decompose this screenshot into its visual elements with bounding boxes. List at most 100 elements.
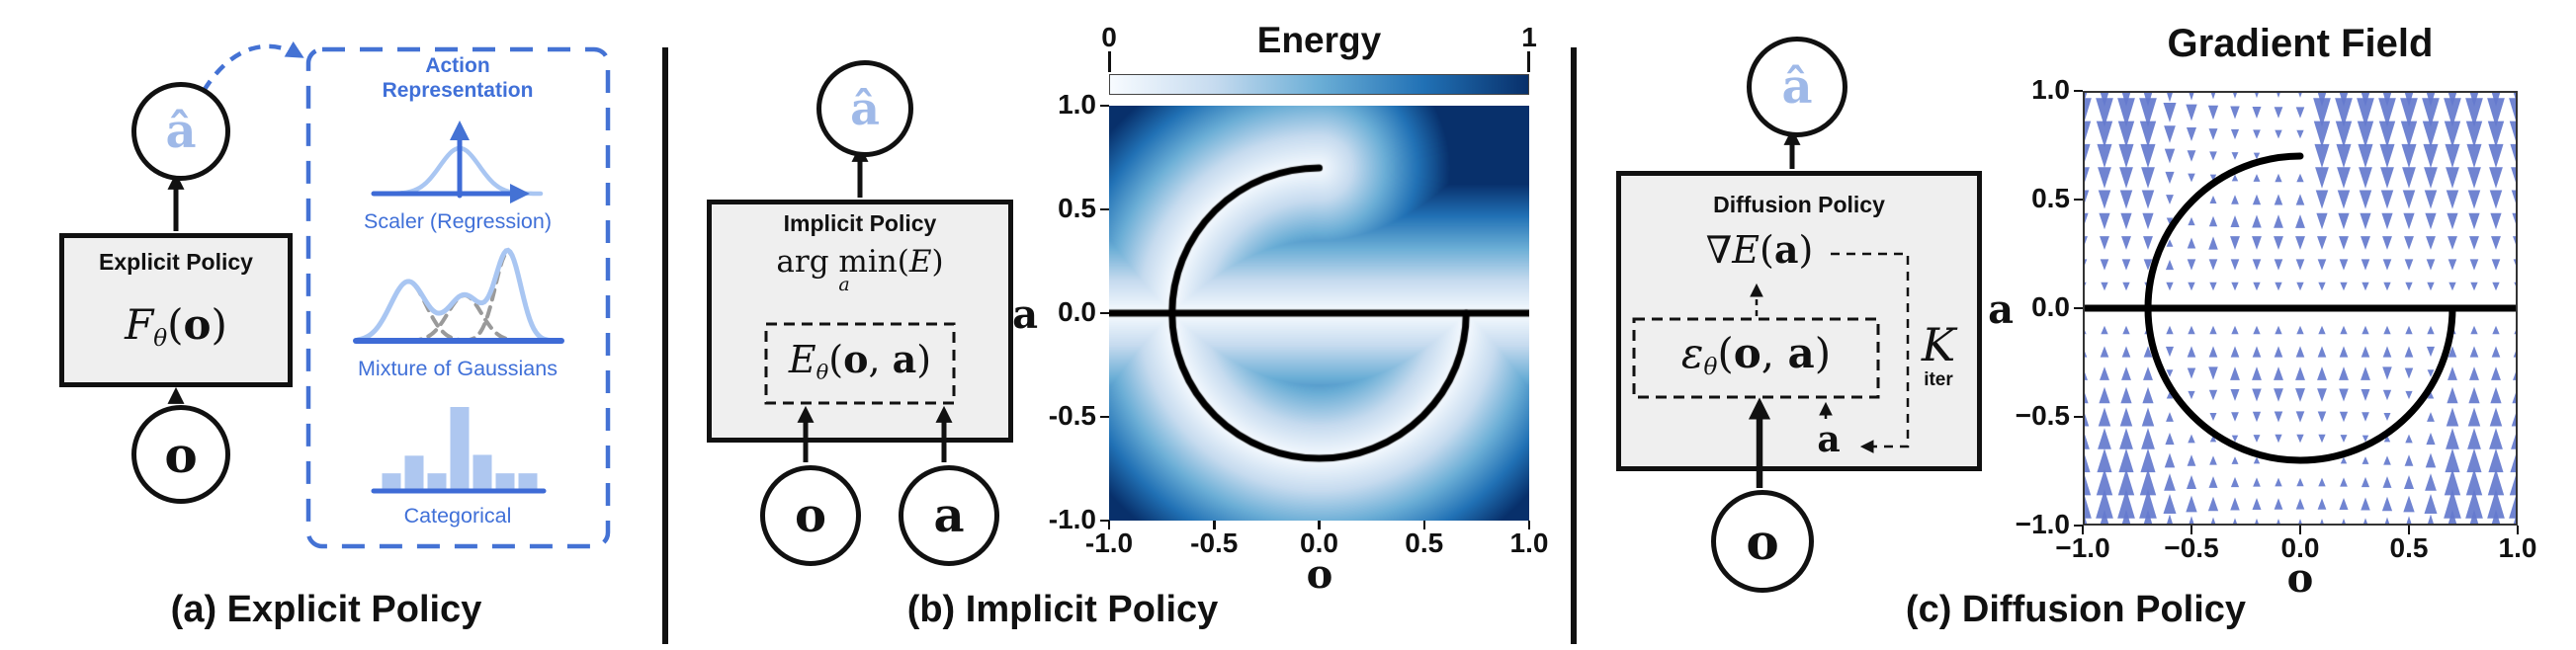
gradient-arrow (2489, 407, 2503, 427)
gradient-arrow (2447, 386, 2458, 404)
gradient-field-plot (2083, 91, 2518, 526)
gradient-arrow (2117, 468, 2135, 496)
gradient-arrow (2404, 259, 2414, 271)
gradient-arrow (2188, 282, 2195, 291)
categorical-bar (382, 473, 401, 491)
gradient-arrow (2381, 212, 2393, 230)
gradient-arrow (2383, 413, 2391, 421)
explicit-policy-title: Explicit Policy (99, 249, 253, 275)
plot-frame (2083, 91, 2518, 526)
gradient-arrow (2274, 194, 2283, 205)
gradient-arrow (2490, 212, 2502, 230)
gradient-arrow (2404, 367, 2414, 379)
gradient-arrow (2383, 282, 2391, 291)
gradient-arrow (2491, 236, 2501, 250)
categorical-bar (495, 473, 515, 491)
gradient-arrow (2447, 236, 2457, 250)
gradient-arrow (2427, 412, 2435, 422)
gradient-arrow (2317, 498, 2327, 510)
gradient-arrow (2295, 107, 2305, 119)
gradient-arrow (2339, 411, 2349, 423)
k-iterations-symbol: K (1921, 318, 1956, 371)
gradient-arrow (2465, 98, 2483, 127)
gradient-arrow (2361, 497, 2370, 511)
node-observation: o (131, 405, 230, 504)
gradient-arrow (2427, 514, 2435, 526)
gradient-arrow (2252, 346, 2262, 358)
x-tick-mark (1107, 521, 1111, 529)
gradient-arrow (2338, 212, 2350, 230)
gradient-arrow (2383, 325, 2391, 335)
gradient-arrow (2166, 91, 2174, 103)
gradient-arrow (2426, 236, 2436, 250)
y-tick-label: −1.0 (2015, 509, 2070, 539)
gradient-arrow (2143, 236, 2153, 250)
y-tick-label: 0.5 (1058, 193, 1096, 223)
gradient-arrow (2361, 366, 2370, 380)
gradient-arrow (2314, 143, 2330, 169)
gradient-arrow (2425, 212, 2437, 230)
gradient-arrow (2208, 259, 2218, 271)
gradient-arrow (2313, 121, 2331, 148)
caption-diffusion-policy: (c) Diffusion Policy (1905, 589, 2247, 630)
gradient-arrow (2118, 143, 2134, 169)
node-predicted-action: â (816, 60, 913, 157)
gradient-arrow (2296, 325, 2304, 335)
gradient-arrow (2382, 259, 2392, 271)
gradient-arrow (2101, 325, 2108, 335)
gradient-arrow (2274, 236, 2283, 250)
gradient-arrow (2469, 259, 2479, 271)
gradient-arrow (2253, 174, 2261, 182)
gradient-arrow (2275, 129, 2282, 139)
gradient-arrow (2357, 98, 2374, 127)
explicit-policy-formula: Fθ(o) (125, 300, 227, 352)
gradient-formula: ∇E(a) (1705, 227, 1814, 272)
y-tick-mark (1100, 415, 1109, 419)
node-action-sample: a (899, 465, 999, 566)
gradient-arrow (2208, 128, 2218, 140)
gradient-arrow (2101, 282, 2108, 291)
panel-divider-ab (662, 47, 668, 644)
gradient-arrow (2402, 167, 2416, 189)
gradient-arrow (2404, 454, 2414, 466)
gradient-arrow (2187, 237, 2196, 249)
gradient-arrow (2427, 369, 2435, 377)
gradient-arrow (2487, 121, 2505, 148)
categorical-bar (404, 455, 424, 491)
y-tick-label: -1.0 (1048, 504, 1096, 534)
gradient-arrow (2295, 214, 2305, 228)
gradient-arrow (2275, 173, 2282, 183)
gradient-arrow (2446, 167, 2459, 189)
gradient-arrow (2139, 121, 2157, 148)
gradient-arrow (2231, 435, 2239, 443)
gradient-arrow (2208, 236, 2218, 250)
gradient-arrow (2188, 216, 2195, 226)
gradient-arrow (2339, 498, 2349, 510)
gradient-arrow (2384, 517, 2390, 526)
gradient-arrow (2230, 128, 2240, 140)
gradient-arrow (2253, 456, 2261, 464)
gradient-arrow (2487, 468, 2505, 496)
gradient-arrow (2096, 468, 2113, 496)
gradient-arrow (2121, 510, 2131, 526)
gradient-arrow (2252, 366, 2262, 380)
x-tick-mark (2298, 526, 2302, 534)
x-tick-label: −0.5 (2164, 532, 2219, 563)
gradient-arrow (2117, 121, 2135, 148)
gaussian-distribution-icon (371, 121, 544, 203)
gradient-arrow (2469, 366, 2479, 380)
x-tick-mark (2190, 526, 2193, 534)
gradient-arrow (2317, 411, 2327, 423)
gradient-arrow (2318, 282, 2326, 291)
x-tick-mark (2407, 526, 2411, 534)
gradient-arrow (2295, 346, 2305, 358)
gradient-arrow (2295, 259, 2305, 271)
x-tick-label: -1.0 (1084, 528, 1134, 558)
gradient-arrow (2252, 194, 2262, 205)
gradient-arrow (2382, 236, 2392, 250)
gradient-arrow (2426, 432, 2436, 446)
gradient-arrow (2209, 151, 2217, 161)
gradient-arrow (2164, 452, 2176, 468)
gradient-arrow (2231, 152, 2239, 160)
gradient-arrow (2142, 386, 2154, 404)
